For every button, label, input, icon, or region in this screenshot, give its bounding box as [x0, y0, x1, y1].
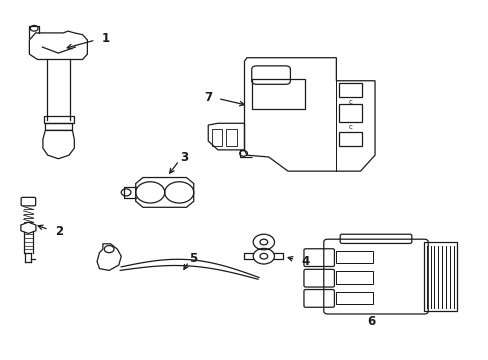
Text: c: c	[348, 99, 351, 105]
Text: 6: 6	[366, 315, 374, 328]
Bar	[45, 123, 72, 130]
Bar	[44, 116, 74, 123]
Bar	[338, 104, 361, 122]
Text: 2: 2	[55, 225, 63, 238]
Bar	[338, 82, 361, 97]
Bar	[251, 79, 305, 109]
Bar	[336, 292, 372, 304]
Bar	[336, 251, 372, 263]
Bar	[338, 132, 361, 146]
Text: c: c	[348, 123, 351, 130]
Bar	[211, 129, 222, 146]
Text: 5: 5	[188, 252, 197, 265]
Text: 3: 3	[180, 151, 188, 164]
Text: 4: 4	[301, 255, 309, 268]
Bar	[424, 242, 456, 311]
Bar	[225, 129, 236, 146]
Text: 1: 1	[102, 32, 110, 45]
Text: 7: 7	[204, 91, 212, 104]
Bar	[336, 271, 372, 284]
